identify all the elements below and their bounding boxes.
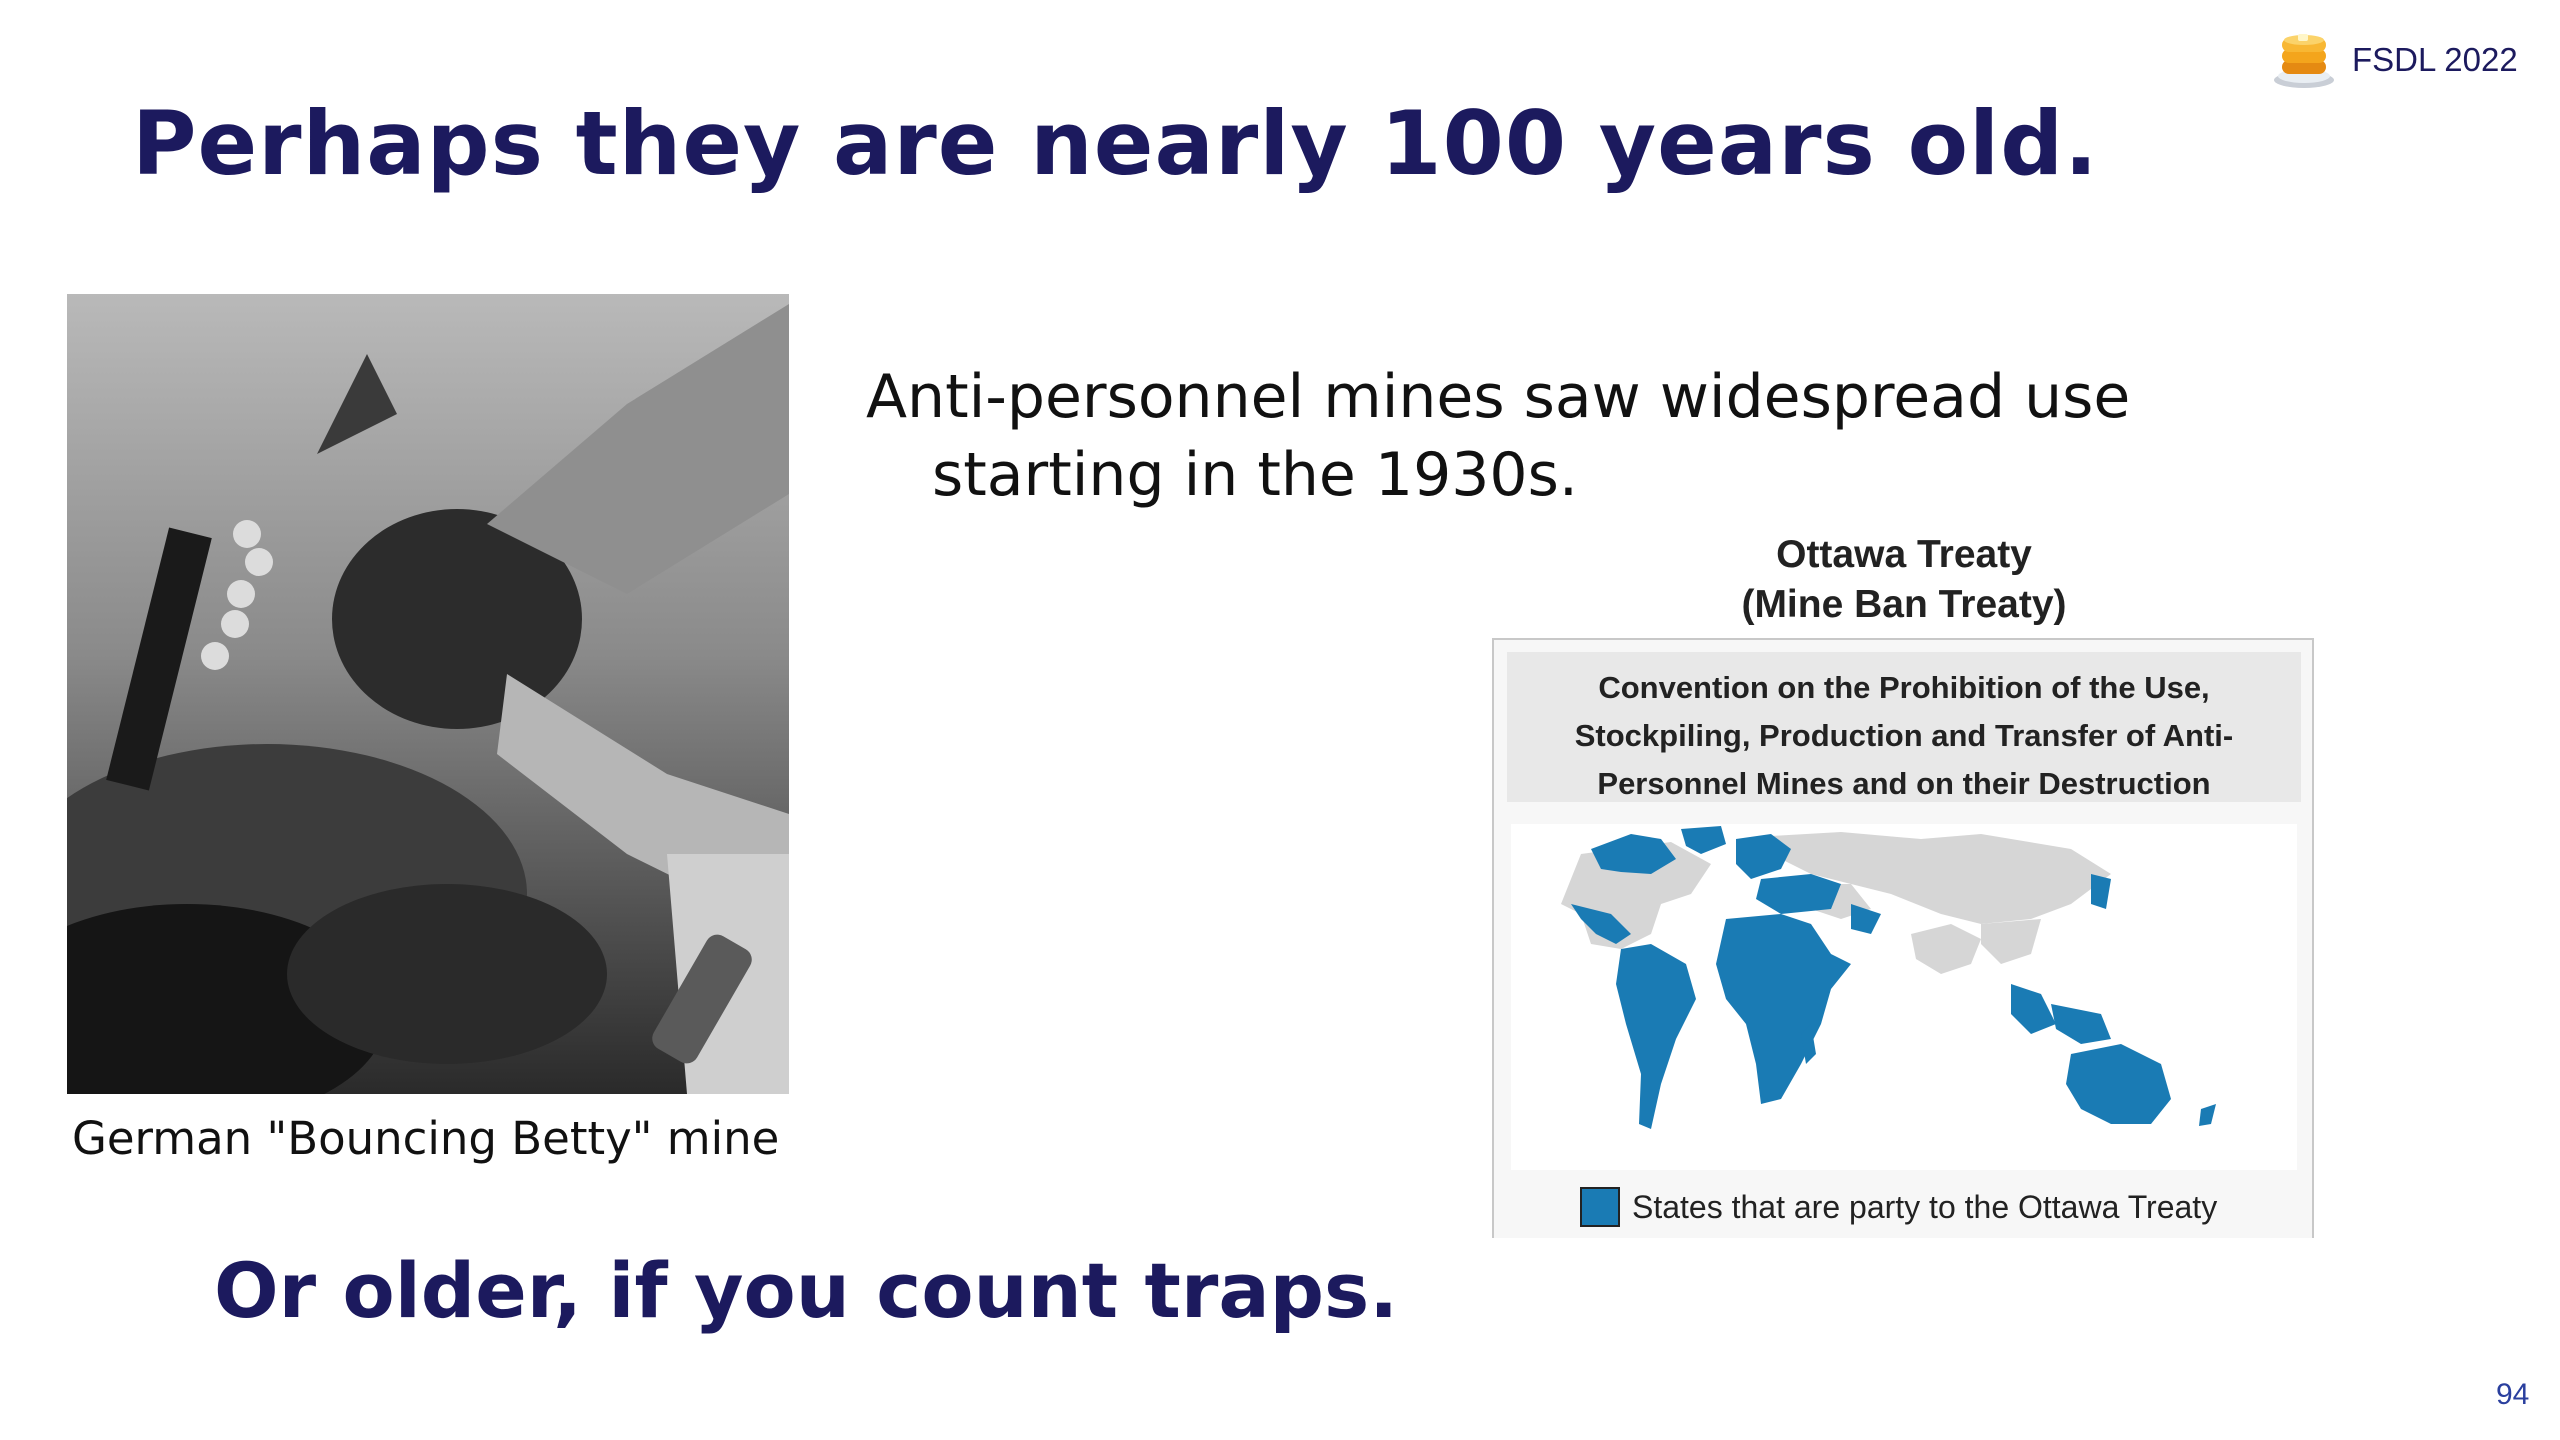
brand: FSDL 2022 xyxy=(2272,30,2518,90)
bouncing-betty-mine-photo xyxy=(67,294,789,1094)
convention-line-1: Convention on the Prohibition of the Use… xyxy=(1598,670,2210,705)
photo-caption: German "Bouncing Betty" mine xyxy=(72,1112,780,1165)
convention-name: Convention on the Prohibition of the Use… xyxy=(1507,652,2301,802)
brand-label: FSDL 2022 xyxy=(2352,41,2518,78)
figure-title: Ottawa Treaty (Mine Ban Treaty) xyxy=(1494,530,2314,630)
figure-title-line-1: Ottawa Treaty xyxy=(1776,533,2032,576)
page-number: 94 xyxy=(2496,1378,2530,1411)
pancake-stack-icon xyxy=(2274,34,2334,88)
closing-statement: Or older, if you count traps. xyxy=(214,1246,1399,1335)
bullet-line-2: starting in the 1930s. xyxy=(932,440,1578,510)
world-map xyxy=(1511,824,2297,1170)
bullet-point: Anti-personnel mines saw widespread use … xyxy=(866,358,2366,514)
map-legend: States that are party to the Ottawa Trea… xyxy=(1580,1185,2217,1229)
figure-title-line-2: (Mine Ban Treaty) xyxy=(1741,583,2067,626)
convention-line-3: Personnel Mines and on their Destruction xyxy=(1597,766,2211,801)
convention-line-2: Stockpiling, Production and Transfer of … xyxy=(1574,718,2234,753)
treaty-figure: Convention on the Prohibition of the Use… xyxy=(1492,638,2314,1238)
legend-label: States that are party to the Ottawa Trea… xyxy=(1632,1188,2218,1225)
slide-title: Perhaps they are nearly 100 years old. xyxy=(132,92,2099,195)
legend-swatch xyxy=(1580,1187,1620,1227)
bullet-line-1: Anti-personnel mines saw widespread use xyxy=(866,362,2131,432)
